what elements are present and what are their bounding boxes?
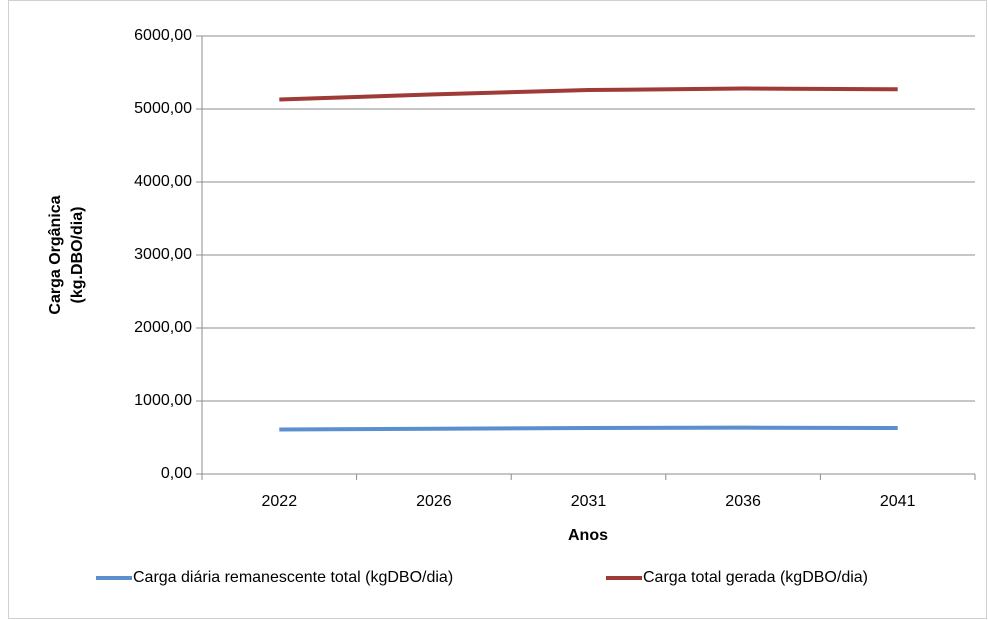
y-tick-label: 3000,00 [134, 246, 192, 263]
x-tick-label: 2036 [725, 493, 761, 510]
x-tick-label: 2041 [880, 493, 916, 510]
x-tick-label: 2026 [416, 493, 452, 510]
line-series [279, 86, 898, 102]
line-series [279, 425, 898, 432]
y-axis-title: Carga Orgânica (kg.DBO/dia) [47, 195, 86, 314]
x-tick-label: 2031 [571, 493, 607, 510]
chart-frame [8, 0, 987, 619]
y-axis-title-line: (kg.DBO/dia) [69, 207, 86, 304]
x-tick-label: 2022 [262, 493, 298, 510]
y-axis-title-line: Carga Orgânica [47, 195, 64, 314]
y-tick-label: 5000,00 [134, 100, 192, 117]
y-tick-label: 0,00 [161, 465, 192, 482]
x-axis-title: Anos [568, 527, 608, 544]
y-tick-label: 4000,00 [134, 173, 192, 190]
y-tick-label: 1000,00 [134, 392, 192, 409]
legend-label: Carga diária remanescente total (kgDBO/d… [133, 569, 453, 586]
y-tick-label: 2000,00 [134, 319, 192, 336]
y-tick-label: 6000,00 [134, 27, 192, 44]
legend-label: Carga total gerada (kgDBO/dia) [643, 569, 868, 586]
